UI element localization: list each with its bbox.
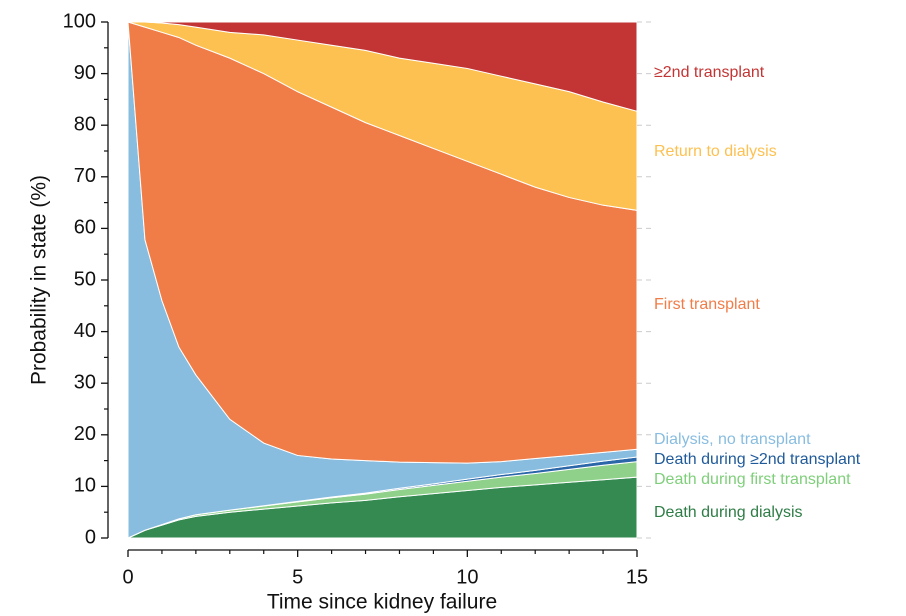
x-tick-label: 15 bbox=[626, 566, 648, 588]
x-tick-label: 0 bbox=[122, 566, 133, 588]
y-tick-label: 100 bbox=[63, 10, 96, 32]
series-label: Death during first transplant bbox=[654, 471, 851, 488]
y-axis-title: Probability in state (%) bbox=[28, 175, 51, 385]
y-tick-label: 50 bbox=[74, 268, 96, 290]
area bbox=[128, 21, 638, 112]
y-tick-label: 70 bbox=[74, 165, 96, 187]
series-label: ≥2nd transplant bbox=[654, 64, 765, 81]
x-tick-label: 10 bbox=[456, 566, 478, 588]
series-label: Dialysis, no transplant bbox=[654, 431, 811, 448]
y-tick-label: 80 bbox=[74, 113, 96, 135]
x-tick-label: 5 bbox=[292, 566, 303, 588]
y-tick-label: 0 bbox=[85, 526, 96, 548]
y-tick-label: 40 bbox=[74, 320, 96, 342]
series-label: First transplant bbox=[654, 296, 760, 313]
y-tick-label: 10 bbox=[74, 475, 96, 497]
plot-area bbox=[127, 21, 638, 539]
axes: 0 10 20 30 40 50 60 70 80 90 100 0 5 10 15 bbox=[63, 10, 652, 588]
series-label: Return to dialysis bbox=[654, 143, 777, 160]
y-tick-label: 60 bbox=[74, 217, 96, 239]
y-tick-label: 30 bbox=[74, 371, 96, 393]
series-label: Death during ≥2nd transplant bbox=[654, 451, 861, 468]
y-tick-label: 20 bbox=[74, 423, 96, 445]
series-label: Death during dialysis bbox=[654, 504, 803, 521]
y-tick-label: 90 bbox=[74, 62, 96, 84]
x-axis-title: Time since kidney failure bbox=[267, 591, 497, 614]
